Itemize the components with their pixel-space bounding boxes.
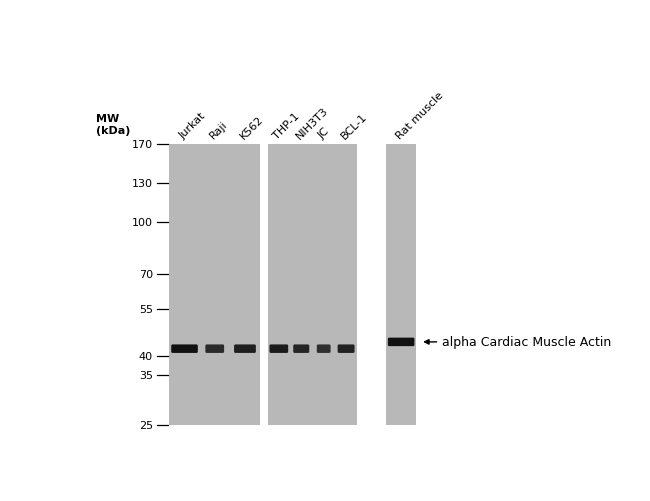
- FancyBboxPatch shape: [317, 345, 331, 353]
- Text: BCL-1: BCL-1: [339, 111, 369, 141]
- Text: Raji: Raji: [207, 120, 229, 141]
- Text: THP-1: THP-1: [272, 111, 302, 141]
- Text: alpha Cardiac Muscle Actin: alpha Cardiac Muscle Actin: [442, 336, 611, 349]
- FancyBboxPatch shape: [337, 345, 354, 353]
- Text: 55: 55: [139, 305, 153, 315]
- Text: K562: K562: [238, 114, 265, 141]
- Text: Rat muscle: Rat muscle: [394, 90, 445, 141]
- Text: 170: 170: [132, 140, 153, 150]
- FancyBboxPatch shape: [205, 345, 224, 353]
- Text: 100: 100: [132, 217, 153, 227]
- Text: MW
(kDa): MW (kDa): [96, 114, 131, 135]
- Text: Jurkat: Jurkat: [177, 111, 207, 141]
- FancyBboxPatch shape: [171, 345, 198, 353]
- Bar: [170, 145, 260, 425]
- FancyBboxPatch shape: [293, 345, 309, 353]
- Text: 40: 40: [138, 351, 153, 361]
- Text: 130: 130: [132, 179, 153, 189]
- Text: NIH3T3: NIH3T3: [294, 105, 330, 141]
- Text: JC: JC: [317, 126, 332, 141]
- FancyBboxPatch shape: [234, 345, 256, 353]
- Bar: [386, 145, 416, 425]
- FancyBboxPatch shape: [388, 338, 415, 346]
- FancyBboxPatch shape: [270, 345, 288, 353]
- Bar: [268, 145, 358, 425]
- Text: 25: 25: [138, 420, 153, 430]
- Text: 70: 70: [138, 270, 153, 280]
- Text: 35: 35: [139, 371, 153, 381]
